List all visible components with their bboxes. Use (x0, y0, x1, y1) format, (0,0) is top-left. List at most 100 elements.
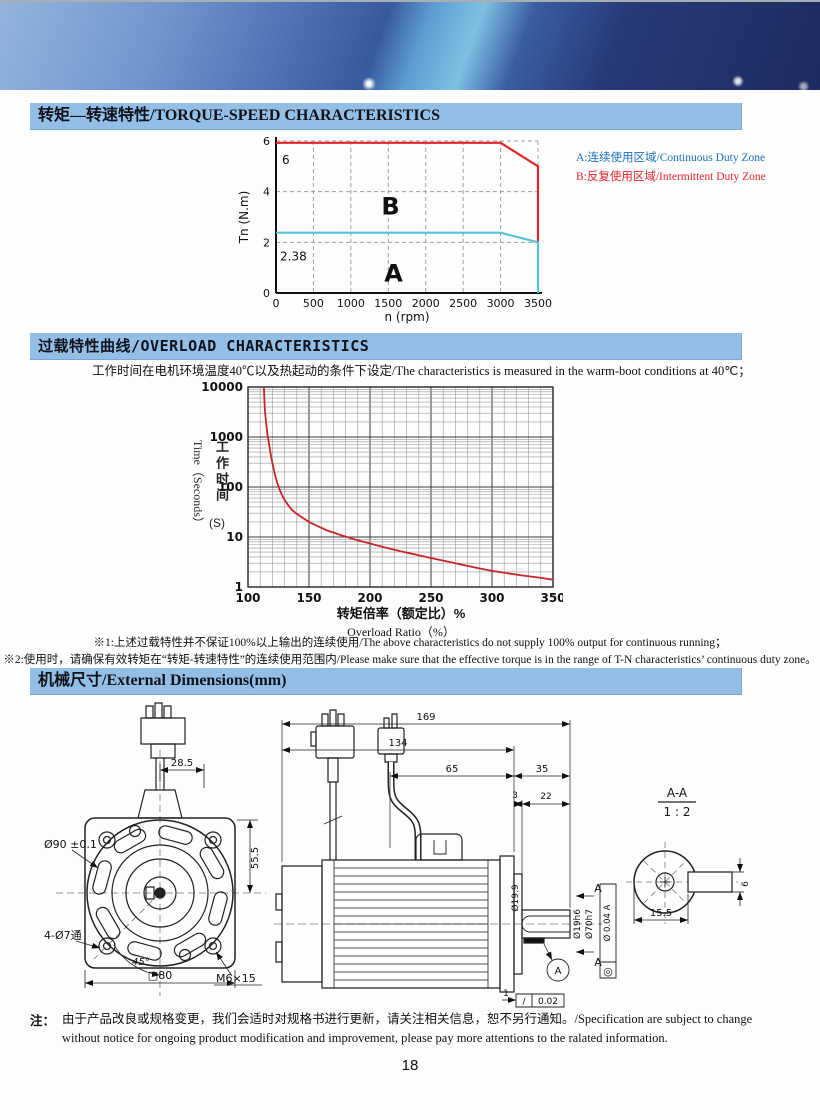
dim-3: 3 (512, 791, 518, 801)
side-tolerance-frames (516, 884, 616, 1007)
svg-text:500: 500 (303, 297, 324, 310)
svg-text:250: 250 (418, 591, 443, 605)
header-banner-graphic (0, 2, 820, 90)
overload-note-1: ※1:上述过载特性并不保证100%以上输出的连续使用/The above cha… (93, 637, 727, 649)
torque-speed-chart-svg: 0 500 1000 1500 2000 2500 3000 3500 0 2 4 66 2.38 B A T… (237, 135, 552, 324)
svg-text:1000: 1000 (337, 297, 365, 310)
overload-xlabel-en: Overload Ratio（%） (347, 625, 455, 639)
svg-text:2500: 2500 (449, 297, 477, 310)
section-title-dimensions: 机械尺寸/External Dimensions(mm) (30, 668, 742, 695)
svg-text:1500: 1500 (374, 297, 402, 310)
svg-text:300: 300 (479, 591, 504, 605)
overload-note-2: ※2:使用时，请确保有效转矩在“转矩-转速特性”的连续使用范围内/Please … (3, 654, 817, 666)
dim-1: 1 (503, 989, 509, 999)
top-divider-line (0, 0, 820, 2)
svg-text:Tn (N.m): Tn (N.m) (237, 191, 251, 245)
dim-80: □80 (148, 969, 172, 982)
side-dim-texts: 169 134 65 35 3 22 Ø19.9 Ø19h6 Ø70h7 Ø 0… (388, 712, 613, 1007)
front-flange (85, 818, 235, 968)
svg-text:3500: 3500 (524, 297, 552, 310)
svg-text:n (rpm): n (rpm) (384, 310, 429, 324)
front-connector (138, 703, 185, 818)
front-body-circle (87, 820, 233, 966)
svg-text:10000: 10000 (201, 380, 243, 394)
svg-text:100: 100 (235, 591, 260, 605)
footer-note: 注： 由于产品改良或规格变更，我们会适时对规格书进行更新，请关注相关信息，恕不另… (30, 1010, 782, 1049)
runout-frame-text: Ø 0.04 A (602, 904, 613, 941)
svg-text:1: 1 (235, 580, 243, 594)
overload-ylabel-unit: (S) (209, 516, 225, 530)
svg-text:2: 2 (263, 236, 270, 249)
section-title: A-A (667, 786, 688, 800)
datum-a: A (555, 966, 562, 977)
dim-m6: M6×15 (216, 972, 256, 985)
svg-text:B: B (381, 192, 399, 220)
overload-ylabel-cn: 工作时间 (214, 440, 229, 504)
page-number: 18 (401, 1057, 419, 1074)
svg-text:6: 6 (263, 135, 270, 148)
front-dim-texts: 28.5 Ø90 ±0.1 55.5 □80 4-Ø7通 45° M6×15 (44, 758, 261, 985)
svg-text:0: 0 (273, 297, 280, 310)
front-dim-lines (72, 764, 262, 988)
overload-ylabel-en: Time（Seconds） (191, 440, 205, 529)
dim-holes: 4-Ø7通 (44, 929, 82, 942)
footer-note-prefix: 注： (30, 1014, 56, 1028)
dim-90: Ø90 ±0.1 (44, 838, 97, 851)
side-connector-large (311, 710, 354, 860)
front-fan-slots (91, 824, 228, 961)
dim-134: 134 (388, 738, 407, 749)
dim-22: 22 (540, 792, 551, 802)
section-title-overload: 过载特性曲线/OVERLOAD CHARACTERISTICS (30, 333, 742, 360)
dim-169: 169 (416, 712, 435, 723)
dim-6: 6 (741, 881, 750, 887)
section-aa-drawing: A-A 1 : 2 15.5 6 (610, 786, 750, 972)
section-scale: 1 : 2 (664, 805, 691, 819)
flatness-symbol: ∕ (522, 997, 526, 1007)
section-mark-bottom: A (594, 956, 602, 969)
overload-chart-svg: 100 150 200 250 300 350 1 10 100 1000 10000 (201, 380, 565, 605)
footer-note-text: 由于产品改良或规格变更，我们会适时对规格书进行更新，请关注相关信息，恕不另行通知… (62, 1012, 753, 1046)
section-title-torque-speed: 转矩—转速特性/TORQUE-SPEED CHARACTERISTICS (30, 103, 742, 130)
side-ribbed-body (322, 860, 500, 988)
front-view-drawing: 28.5 Ø90 ±0.1 55.5 □80 4-Ø7通 45° M6×15 (44, 698, 277, 1000)
svg-text:10: 10 (226, 530, 243, 544)
dim-65: 65 (446, 764, 459, 775)
svg-text:150: 150 (296, 591, 321, 605)
svg-text:2.38: 2.38 (280, 249, 307, 263)
svg-text:3000: 3000 (487, 297, 515, 310)
dim-45: 45° (132, 957, 150, 968)
legend-continuous-duty-zone: A:连续使用区域/Continuous Duty Zone (576, 152, 766, 164)
side-ext-lines (282, 720, 570, 908)
dim-35: 35 (536, 764, 549, 775)
dim-15-5: 15.5 (650, 908, 672, 919)
dim-28-5: 28.5 (171, 758, 193, 769)
side-view-drawing: 169 134 65 35 3 22 Ø19.9 Ø19h6 Ø70h7 Ø 0… (272, 698, 627, 1010)
overload-xlabel: 转矩倍率（额定比）% Overload Ratio（%） (256, 603, 546, 640)
dim-70h7: Ø70h7 (584, 909, 595, 939)
overload-chart: 100 150 200 250 300 350 1 10 100 1000 10000 (198, 377, 565, 628)
svg-text:0: 0 (263, 287, 270, 300)
side-lifting-bracket (416, 834, 462, 860)
overload-xlabel-cn: 转矩倍率（额定比）% (336, 606, 466, 621)
shaft-key (688, 872, 732, 892)
svg-text:2000: 2000 (412, 297, 440, 310)
svg-text:4: 4 (263, 186, 270, 199)
side-shaft (522, 910, 570, 943)
overload-condition-text: 工作时间在电机环境温度40℃以及热起动的条件下设定/The characteri… (92, 364, 751, 378)
side-dim-lines (282, 721, 594, 1003)
section-dim-lines (634, 858, 744, 924)
dim-19h6: Ø19h6 (572, 909, 583, 939)
svg-text:100: 100 (218, 480, 243, 494)
legend-intermittent-duty-zone: B:反复使用区域/Intermittent Duty Zone (576, 171, 766, 183)
svg-text:200: 200 (357, 591, 382, 605)
flatness-value: 0.02 (538, 997, 558, 1007)
svg-text:1000: 1000 (210, 430, 243, 444)
svg-text:350: 350 (540, 591, 563, 605)
svg-text:A: A (384, 260, 403, 288)
concentricity-symbol: ◎ (603, 965, 613, 978)
side-connector-small (378, 714, 418, 860)
torque-speed-chart: 0 500 1000 1500 2000 2500 3000 3500 0 2 4 6 6 2.38 B A T… (236, 131, 558, 332)
dim-19-9: Ø19.9 (510, 884, 521, 911)
section-texts: A-A 1 : 2 15.5 6 (650, 786, 750, 919)
